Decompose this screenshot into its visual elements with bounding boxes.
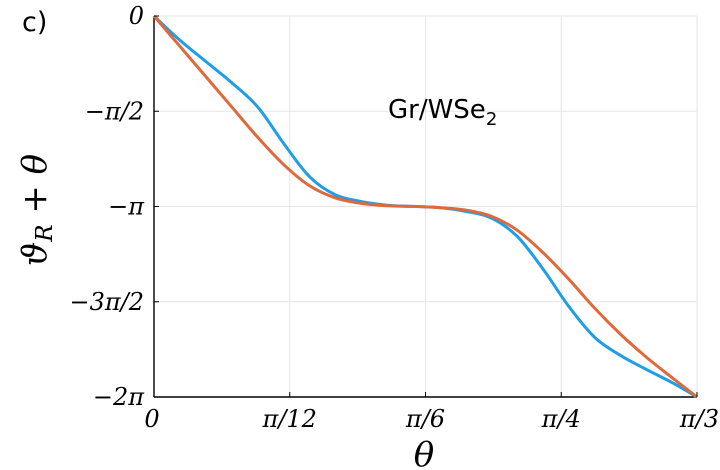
y-tick-label: −3π/2 [69, 288, 144, 316]
material-annotation-main: Gr/WSe [388, 95, 486, 125]
material-annotation: Gr/WSe2 [388, 95, 497, 130]
series-line-2 [152, 15, 698, 399]
x-tick-label: 0 [144, 405, 159, 433]
x-tick-label: π/4 [541, 405, 581, 433]
x-axis-label: θ [414, 435, 434, 470]
svg-text:ϑR + θ: ϑR + θ [15, 154, 58, 266]
y-axis-label: ϑR + θ [15, 154, 58, 266]
x-tick-label: π/12 [262, 405, 317, 433]
x-tick-label: π/6 [405, 405, 445, 433]
y-axis-label-sub: R [32, 224, 58, 242]
material-annotation-sub: 2 [486, 109, 497, 130]
y-axis-label-rest: + θ [15, 154, 55, 225]
x-tick-label: π/3 [679, 405, 719, 433]
tick-layer: 0 π/12 π/6 π/4 π/3 0 −π/2 −π −3π/2 −2π [69, 2, 719, 433]
series-layer [152, 14, 698, 399]
y-tick-label: −π/2 [85, 97, 144, 125]
y-tick-label: 0 [129, 2, 144, 30]
y-axis-label-symbol: ϑ [15, 242, 55, 266]
panel-label: c) [22, 7, 47, 38]
y-tick-label: −π [108, 193, 145, 221]
y-tick-label: −2π [93, 383, 145, 411]
